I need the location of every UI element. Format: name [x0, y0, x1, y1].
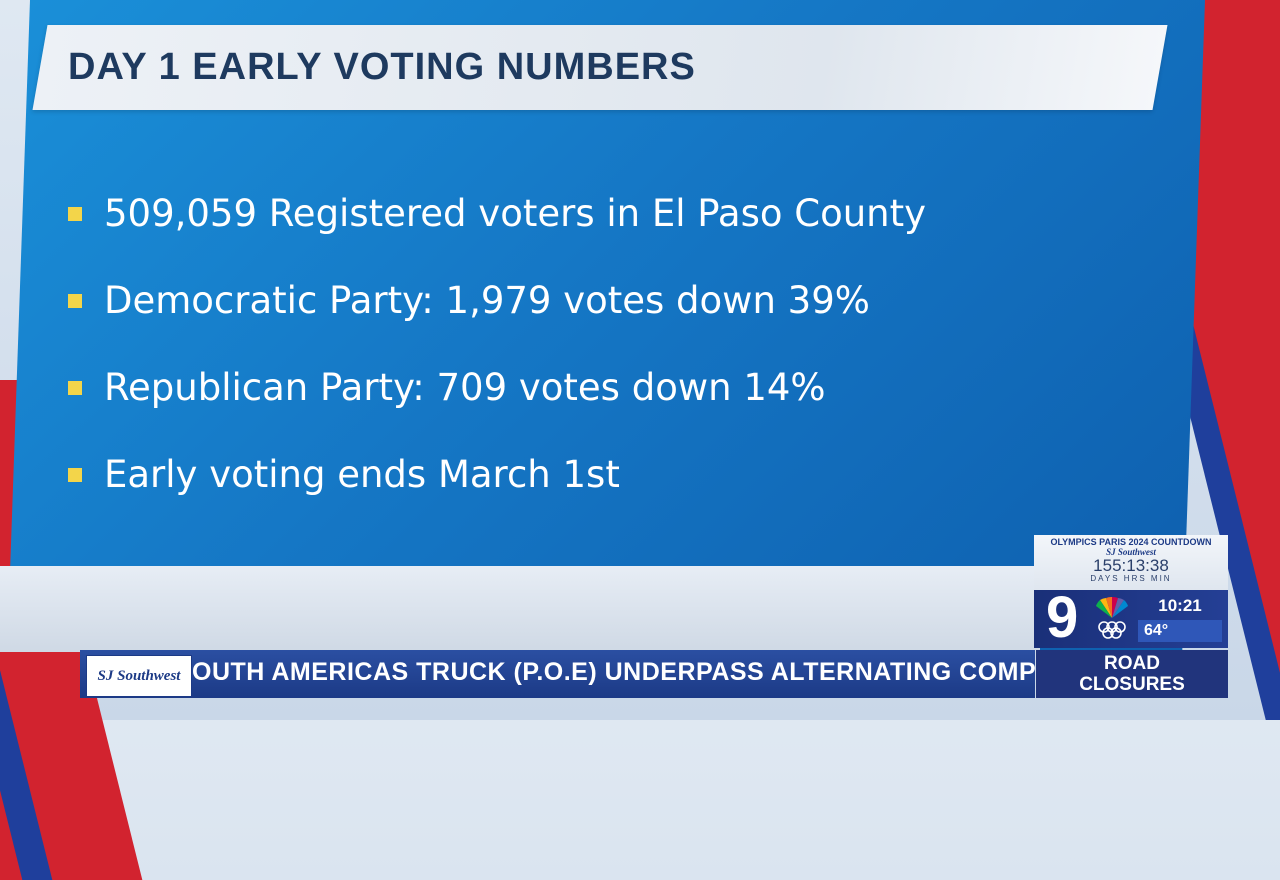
- peacock-icon: [1096, 596, 1128, 639]
- bullet-square-icon: [68, 206, 82, 221]
- countdown-sponsor-logo: SJ Southwest: [1106, 547, 1156, 557]
- bullet-square-icon: [68, 467, 82, 482]
- ticker-text: OUTH AMERICAS TRUCK (P.O.E) UNDERPASS AL…: [192, 658, 1035, 686]
- countdown-title: OLYMPICS PARIS 2024 COUNTDOWN: [1050, 537, 1212, 547]
- bullet-text: 509,059 Registered voters in El Paso Cou…: [104, 192, 927, 235]
- bullet-item: 509,059 Registered voters in El Paso Cou…: [68, 170, 1068, 257]
- ticker-category-line2: CLOSURES: [1079, 674, 1185, 695]
- countdown-time: 155:13:38: [1093, 556, 1169, 575]
- bullet-item: Democratic Party: 1,979 votes down 39%: [68, 257, 1068, 344]
- station-bug: 9 10:21 64°: [1034, 585, 1228, 650]
- bullet-item: Republican Party: 709 votes down 14%: [68, 344, 1068, 431]
- ticker-category: ROAD CLOSURES: [1036, 650, 1228, 698]
- news-ticker: OUTH AMERICAS TRUCK (P.O.E) UNDERPASS AL…: [80, 650, 1035, 698]
- bullet-square-icon: [68, 293, 82, 308]
- temperature: 64°: [1138, 620, 1222, 642]
- ticker-category-line1: ROAD: [1104, 653, 1160, 674]
- lower-band: [0, 566, 1040, 652]
- bullet-text: Early voting ends March 1st: [104, 453, 620, 496]
- olympics-countdown: OLYMPICS PARIS 2024 COUNTDOWN SJ Southwe…: [1034, 535, 1228, 590]
- ticker-sponsor-logo: SJ Southwest: [86, 655, 192, 697]
- channel-number: 9: [1046, 585, 1079, 650]
- bullet-item: Early voting ends March 1st: [68, 431, 1068, 518]
- bullet-list: 509,059 Registered voters in El Paso Cou…: [68, 170, 1068, 518]
- bullet-text: Republican Party: 709 votes down 14%: [104, 366, 826, 409]
- headline: DAY 1 EARLY VOTING NUMBERS: [68, 46, 696, 88]
- bullet-text: Democratic Party: 1,979 votes down 39%: [104, 279, 870, 322]
- bullet-square-icon: [68, 380, 82, 395]
- countdown-units: DAYS HRS MIN: [1090, 574, 1172, 583]
- clock-time: 10:21: [1158, 596, 1202, 615]
